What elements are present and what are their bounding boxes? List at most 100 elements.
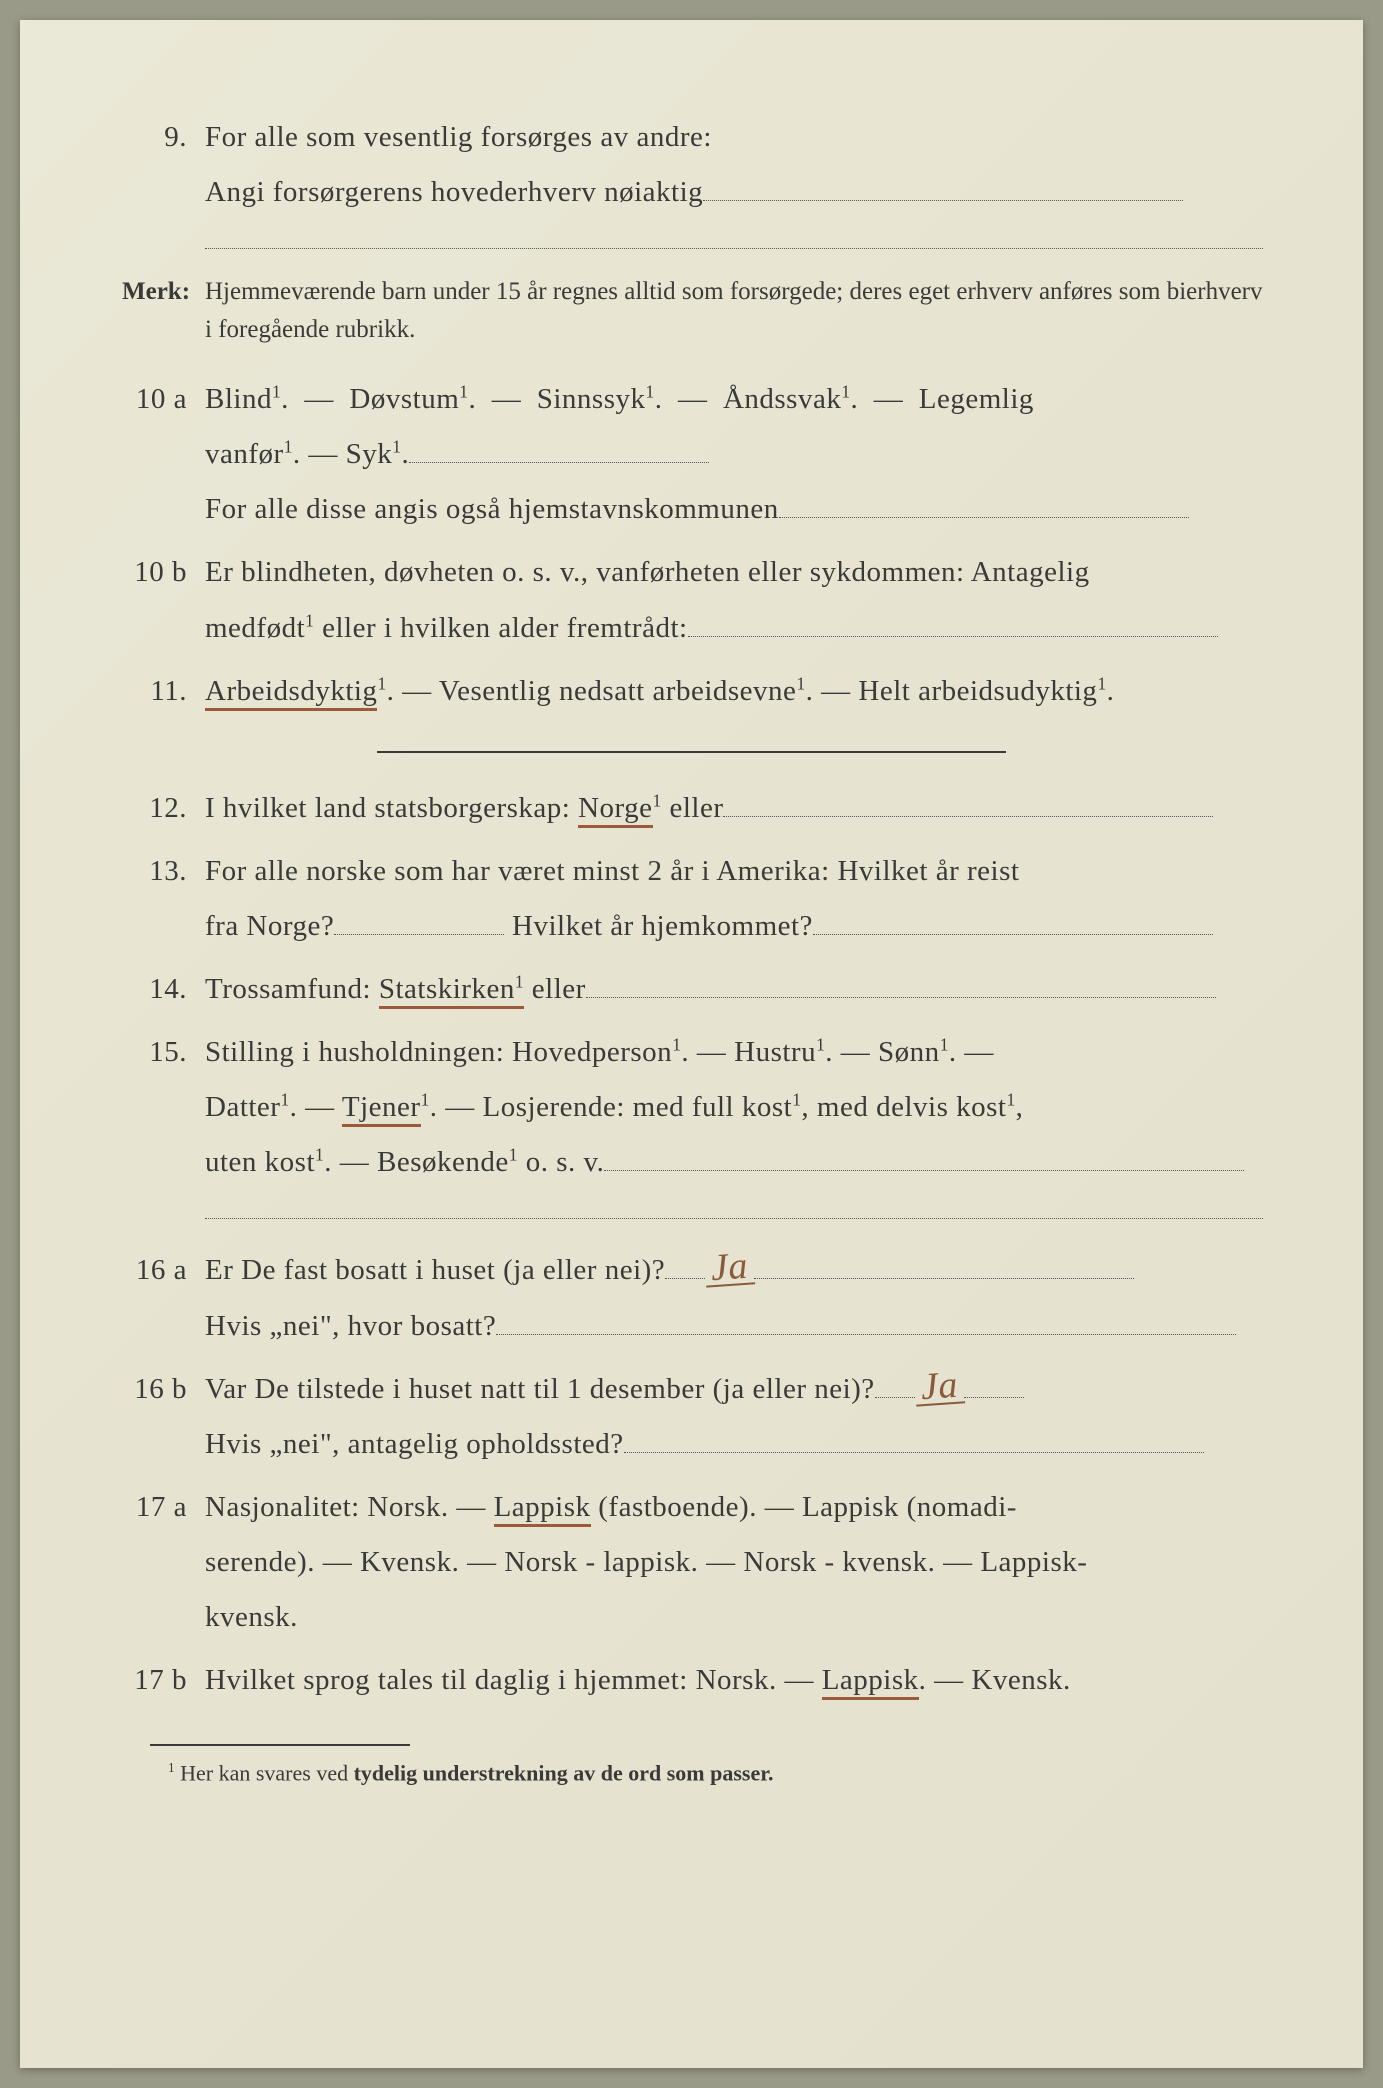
t: Nasjonalitet: Norsk. — bbox=[205, 1491, 494, 1523]
question-17b: 17 b Hvilket sprog tales til daglig i hj… bbox=[120, 1653, 1263, 1708]
q9-line2-text: Angi forsørgerens hovederhverv nøiaktig bbox=[205, 176, 703, 208]
fill-line bbox=[665, 1278, 705, 1279]
fill-line bbox=[409, 462, 709, 463]
merk-note: Merk: Hjemmeværende barn under 15 år reg… bbox=[120, 273, 1263, 348]
q12-number: 12. bbox=[120, 781, 205, 836]
q12-body: I hvilket land statsborgerskap: Norge1 e… bbox=[205, 781, 1263, 836]
t: Lappisk bbox=[494, 1491, 591, 1523]
t: Er De fast bosatt i huset (ja eller nei)… bbox=[205, 1254, 665, 1286]
q15-line3: uten kost1. — Besøkende1 o. s. v. bbox=[205, 1135, 1263, 1190]
t: Arbeidsdyktig bbox=[205, 675, 377, 707]
sup: 1 bbox=[940, 1034, 949, 1054]
t: (fastboende). — Lappisk (nomadi- bbox=[591, 1491, 1017, 1523]
q16a-line1: Er De fast bosatt i huset (ja eller nei)… bbox=[205, 1243, 1263, 1298]
q11-number: 11. bbox=[120, 664, 205, 719]
q9-number: 9. bbox=[120, 110, 205, 220]
t: Trossamfund: bbox=[205, 973, 379, 1005]
t: Tjener bbox=[342, 1091, 421, 1123]
handwritten-answer: Ja bbox=[704, 1249, 755, 1289]
q10b-number: 10 b bbox=[120, 545, 205, 655]
t: — Vesentlig nedsatt arbeidsevne bbox=[394, 675, 796, 707]
t: Norge bbox=[578, 792, 652, 824]
q16b-body: Var De tilstede i huset natt til 1 desem… bbox=[205, 1362, 1263, 1472]
q10b-body: Er blindheten, døvheten o. s. v., vanfør… bbox=[205, 545, 1263, 655]
t: Hvilket sprog tales til daglig i hjemmet… bbox=[205, 1664, 822, 1696]
t: Hvis „nei", hvor bosatt? bbox=[205, 1310, 496, 1342]
t: Her kan svares ved bbox=[175, 1760, 354, 1785]
t: Lappisk bbox=[822, 1664, 919, 1696]
t: — Hustru bbox=[689, 1036, 816, 1068]
question-16a: 16 a Er De fast bosatt i huset (ja eller… bbox=[120, 1243, 1263, 1353]
question-11: 11. Arbeidsdyktig1. — Vesentlig nedsatt … bbox=[120, 664, 1263, 719]
t: Syk bbox=[346, 438, 393, 470]
t: Sinnssyk bbox=[537, 383, 646, 415]
question-9: 9. For alle som vesentlig forsørges av a… bbox=[120, 110, 1263, 220]
q10a-body: Blind1. — Døvstum1. — Sinnssyk1. — Åndss… bbox=[205, 372, 1263, 537]
sup: 1 bbox=[515, 971, 524, 991]
sup: 1 bbox=[509, 1145, 518, 1165]
underlined: Lappisk bbox=[822, 1664, 919, 1700]
underlined: Norge bbox=[578, 792, 652, 828]
t: fra Norge? bbox=[205, 910, 334, 942]
fill-line bbox=[779, 517, 1189, 518]
fill-line bbox=[754, 1278, 1134, 1279]
question-13: 13. For alle norske som har været minst … bbox=[120, 844, 1263, 954]
fill-line bbox=[723, 816, 1213, 817]
merk-label: Merk: bbox=[120, 273, 205, 348]
section-divider bbox=[377, 751, 1006, 753]
q17a-line1: Nasjonalitet: Norsk. — Lappisk (fastboen… bbox=[205, 1480, 1263, 1535]
question-10a: 10 a Blind1. — Døvstum1. — Sinnssyk1. — … bbox=[120, 372, 1263, 537]
q10a-number: 10 a bbox=[120, 372, 205, 537]
sup: 1 bbox=[816, 1034, 825, 1054]
q16a-line2: Hvis „nei", hvor bosatt? bbox=[205, 1299, 1263, 1354]
t: , med delvis kost bbox=[801, 1091, 1006, 1123]
t: Hvilket år hjemkommet? bbox=[504, 910, 813, 942]
sup: 1 bbox=[645, 382, 654, 402]
t: eller bbox=[524, 973, 586, 1005]
t: — bbox=[297, 1091, 341, 1123]
fill-line bbox=[875, 1397, 915, 1398]
t: — Helt arbeidsudyktig bbox=[813, 675, 1097, 707]
q15-line2: Datter1. — Tjener1. — Losjerende: med fu… bbox=[205, 1080, 1263, 1135]
question-17a: 17 a Nasjonalitet: Norsk. — Lappisk (fas… bbox=[120, 1480, 1263, 1645]
sup: 1 bbox=[841, 382, 850, 402]
q15-body: Stilling i husholdningen: Hovedperson1. … bbox=[205, 1025, 1263, 1190]
q15-line1: Stilling i husholdningen: Hovedperson1. … bbox=[205, 1025, 1263, 1080]
question-15: 15. Stilling i husholdningen: Hovedperso… bbox=[120, 1025, 1263, 1190]
t: Blind bbox=[205, 383, 272, 415]
question-12: 12. I hvilket land statsborgerskap: Norg… bbox=[120, 781, 1263, 836]
t: Åndssvak bbox=[723, 383, 841, 415]
t: . — Kvensk. bbox=[919, 1664, 1071, 1696]
fill-line bbox=[496, 1334, 1236, 1335]
t: Stilling i husholdningen: Hovedperson bbox=[205, 1036, 672, 1068]
fill-line bbox=[813, 934, 1213, 935]
t: — Losjerende: med full kost bbox=[438, 1091, 793, 1123]
q17b-number: 17 b bbox=[120, 1653, 205, 1708]
sup: 1 bbox=[672, 1034, 681, 1054]
underlined: Statskirken1 bbox=[379, 973, 524, 1009]
q16b-line1: Var De tilstede i huset natt til 1 desem… bbox=[205, 1362, 1263, 1417]
q9-line1: For alle som vesentlig forsørges av andr… bbox=[205, 110, 1263, 165]
sup: 1 bbox=[796, 673, 805, 693]
fill-line bbox=[604, 1170, 1244, 1171]
fill-line bbox=[688, 636, 1218, 637]
handwritten-answer: Ja bbox=[913, 1367, 964, 1407]
fill-line bbox=[964, 1397, 1024, 1398]
q16b-number: 16 b bbox=[120, 1362, 205, 1472]
q13-number: 13. bbox=[120, 844, 205, 954]
t: Var De tilstede i huset natt til 1 desem… bbox=[205, 1373, 875, 1405]
q10b-line1: Er blindheten, døvheten o. s. v., vanfør… bbox=[205, 545, 1263, 600]
underlined: Tjener bbox=[342, 1091, 421, 1127]
q17b-body: Hvilket sprog tales til daglig i hjemmet… bbox=[205, 1653, 1263, 1708]
underlined: Lappisk bbox=[494, 1491, 591, 1527]
t: I hvilket land statsborgerskap: bbox=[205, 792, 578, 824]
q13-line2: fra Norge? Hvilket år hjemkommet? bbox=[205, 899, 1263, 954]
t: medfødt bbox=[205, 612, 305, 644]
q10a-line1: Blind1. — Døvstum1. — Sinnssyk1. — Åndss… bbox=[205, 372, 1263, 427]
t: Hvis „nei", antagelig opholdssted? bbox=[205, 1428, 624, 1460]
t: For alle disse angis også hjemstavnskomm… bbox=[205, 493, 779, 525]
fill-line bbox=[703, 200, 1183, 201]
t: vanfør bbox=[205, 438, 284, 470]
underlined: Arbeidsdyktig bbox=[205, 675, 377, 711]
q10b-line2: medfødt1 eller i hvilken alder fremtrådt… bbox=[205, 601, 1263, 656]
